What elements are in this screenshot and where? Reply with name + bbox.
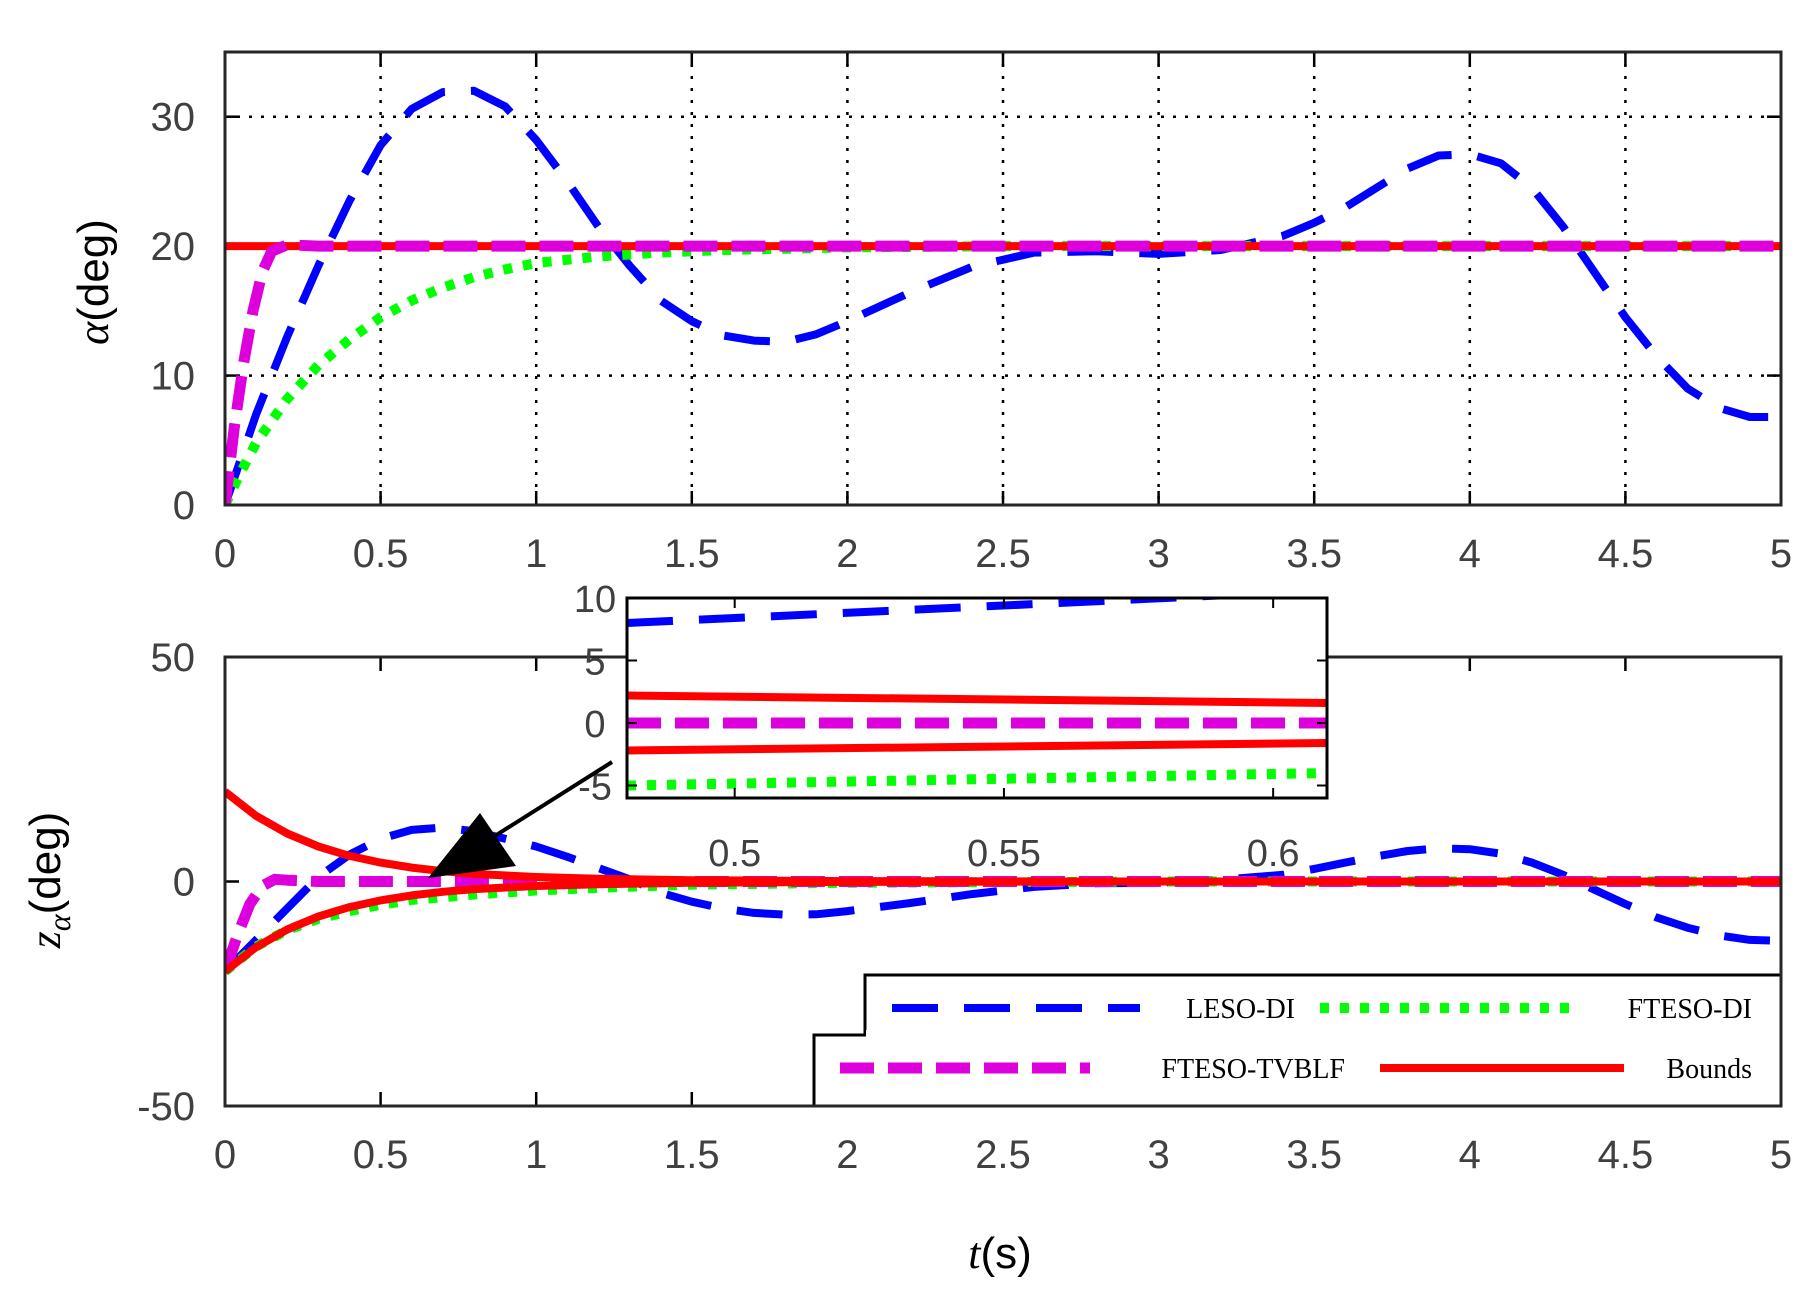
y-tick-label: 0 — [173, 861, 195, 905]
x-tick-label: 0 — [214, 532, 236, 576]
legend: LESO-DI FTESO-DI FTESO-TVBLF Bounds — [812, 973, 1783, 1108]
x-tick-label: 4 — [1459, 532, 1481, 576]
series-line-bounds — [225, 877, 1781, 975]
x-axis-label: t(s) — [968, 1229, 1032, 1278]
series-line-leso-di — [225, 86, 1781, 505]
x-tick-label: 2.5 — [975, 532, 1031, 576]
plot-area — [225, 52, 1781, 505]
legend-label-fteso-tvblf: FTESO-TVBLF — [1161, 1054, 1345, 1085]
x-tick-label: 1 — [525, 1133, 547, 1177]
legend-label-bounds: Bounds — [1666, 1054, 1752, 1085]
x-tick-label: 0 — [214, 1133, 236, 1177]
x-tick-label: 5 — [1770, 1133, 1792, 1177]
zoom-arrow — [428, 760, 614, 878]
x-tick-label: 0.5 — [353, 1133, 409, 1177]
inset-y-tick-label: 10 — [574, 579, 616, 621]
x-tick-label: 2 — [836, 532, 858, 576]
legend-label-leso-di: LESO-DI — [1186, 994, 1295, 1025]
y-tick-label: 20 — [151, 225, 196, 269]
inset-y-tick-label: 0 — [584, 704, 605, 746]
x-tick-label: 3 — [1147, 532, 1169, 576]
inset-frame — [625, 596, 1329, 800]
x-tick-label: 5 — [1770, 532, 1792, 576]
y-tick-label: -50 — [137, 1085, 195, 1129]
inset-x-tick-label: 0.6 — [1247, 833, 1300, 875]
x-tick-label: 1 — [525, 532, 547, 576]
x-tick-label: 1.5 — [664, 1133, 720, 1177]
inset-x-tick-label: 0.5 — [708, 833, 761, 875]
x-tick-label: 4 — [1459, 1133, 1481, 1177]
zoom-arrow-head — [428, 813, 516, 878]
inset-series-fteso-di — [627, 768, 1327, 791]
y-tick-label: 0 — [173, 484, 195, 528]
y-tick-label: 30 — [151, 96, 196, 140]
legend-label-fteso-di: FTESO-DI — [1628, 994, 1752, 1025]
inset-x-tick-label: 0.55 — [967, 833, 1041, 875]
y-axis-label: α(deg) — [69, 219, 118, 345]
x-tick-label: 3.5 — [1286, 532, 1342, 576]
inset-series-bounds — [627, 691, 1327, 707]
x-tick-label: 1.5 — [664, 532, 720, 576]
x-tick-label: 2.5 — [975, 1133, 1031, 1177]
inset-series-bounds — [627, 739, 1327, 755]
legend-joint — [866, 1030, 1780, 1040]
top-subplot: 0 0.5 1 1.5 2 2.5 3 3.5 4 4.5 5 0 10 20 30 α(deg) — [69, 50, 1792, 576]
x-tick-label: 4.5 — [1598, 532, 1654, 576]
x-tick-label: 3 — [1147, 1133, 1169, 1177]
x-tick-label: 0.5 — [353, 532, 409, 576]
y-tick-label: 10 — [151, 355, 196, 399]
x-tick-label: 3.5 — [1286, 1133, 1342, 1177]
y-axis-label: zα(deg) — [21, 812, 77, 950]
series-line-fteso-tvblf — [225, 873, 1781, 974]
axes-frame — [223, 50, 1783, 507]
x-tick-label: 4.5 — [1598, 1133, 1654, 1177]
inset-y-tick-label: 5 — [584, 642, 605, 684]
y-tick-label: 50 — [151, 636, 196, 680]
series-line-leso-di — [225, 823, 1781, 975]
x-tick-label: 2 — [836, 1133, 858, 1177]
